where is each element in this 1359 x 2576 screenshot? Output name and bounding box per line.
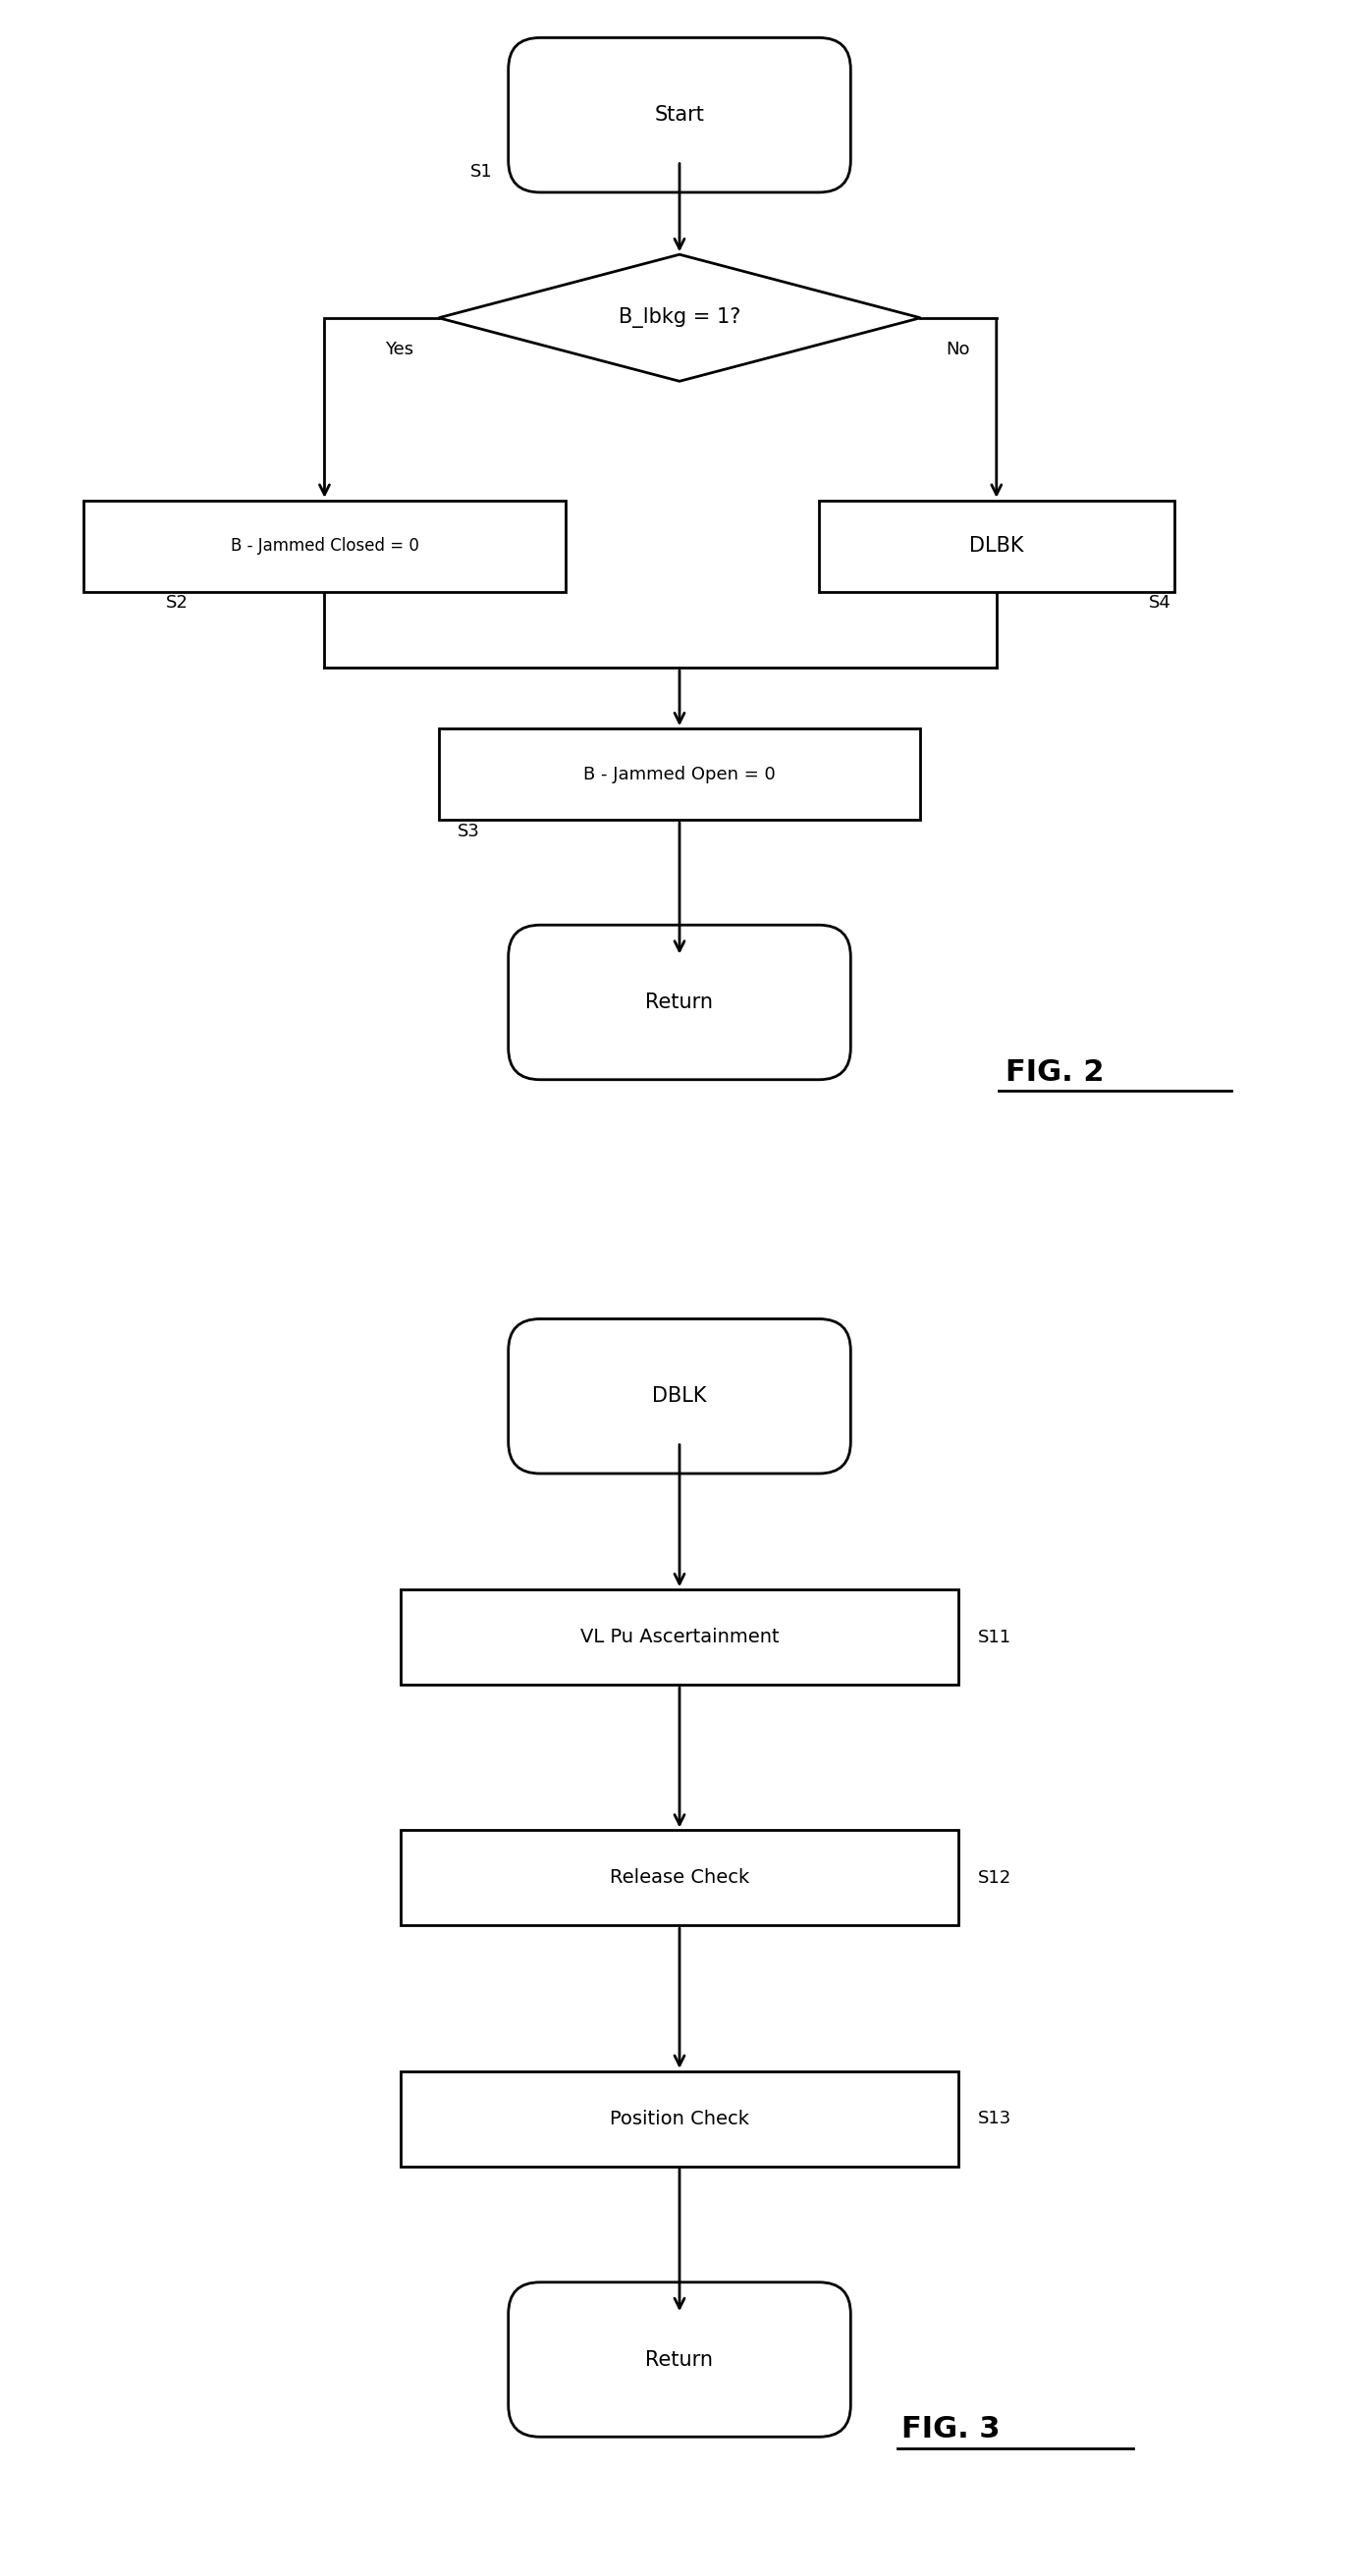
Text: Return: Return (646, 992, 713, 1012)
Text: S4: S4 (1148, 595, 1171, 613)
Bar (401, 1832, 958, 1924)
Bar (84, 500, 565, 592)
Text: FIG. 2: FIG. 2 (1006, 1059, 1104, 1087)
FancyBboxPatch shape (508, 1319, 851, 1473)
Polygon shape (439, 255, 920, 381)
Text: Start: Start (655, 106, 704, 124)
Text: S3: S3 (458, 822, 480, 840)
FancyBboxPatch shape (508, 925, 851, 1079)
Bar (401, 1589, 958, 1685)
Text: S11: S11 (977, 1628, 1011, 1646)
Text: No: No (946, 340, 970, 358)
Text: Position Check: Position Check (610, 2110, 749, 2128)
Text: B_lbkg = 1?: B_lbkg = 1? (618, 307, 741, 327)
Text: S12: S12 (977, 1870, 1011, 1886)
FancyBboxPatch shape (508, 39, 851, 193)
Text: FIG. 3: FIG. 3 (901, 2416, 1000, 2445)
Text: S13: S13 (977, 2110, 1011, 2128)
Text: Release Check: Release Check (610, 1868, 749, 1888)
Text: B - Jammed Closed = 0: B - Jammed Closed = 0 (230, 538, 419, 554)
Text: S2: S2 (166, 595, 189, 613)
Text: S1: S1 (470, 162, 493, 180)
Text: Yes: Yes (385, 340, 413, 358)
Text: DBLK: DBLK (652, 1386, 707, 1406)
Bar (401, 2071, 958, 2166)
Text: B - Jammed Open = 0: B - Jammed Open = 0 (583, 765, 776, 783)
Text: VL Pu Ascertainment: VL Pu Ascertainment (580, 1628, 779, 1646)
Text: Return: Return (646, 2349, 713, 2370)
Bar (439, 729, 920, 819)
Bar (819, 500, 1174, 592)
Text: DLBK: DLBK (969, 536, 1023, 556)
FancyBboxPatch shape (508, 2282, 851, 2437)
